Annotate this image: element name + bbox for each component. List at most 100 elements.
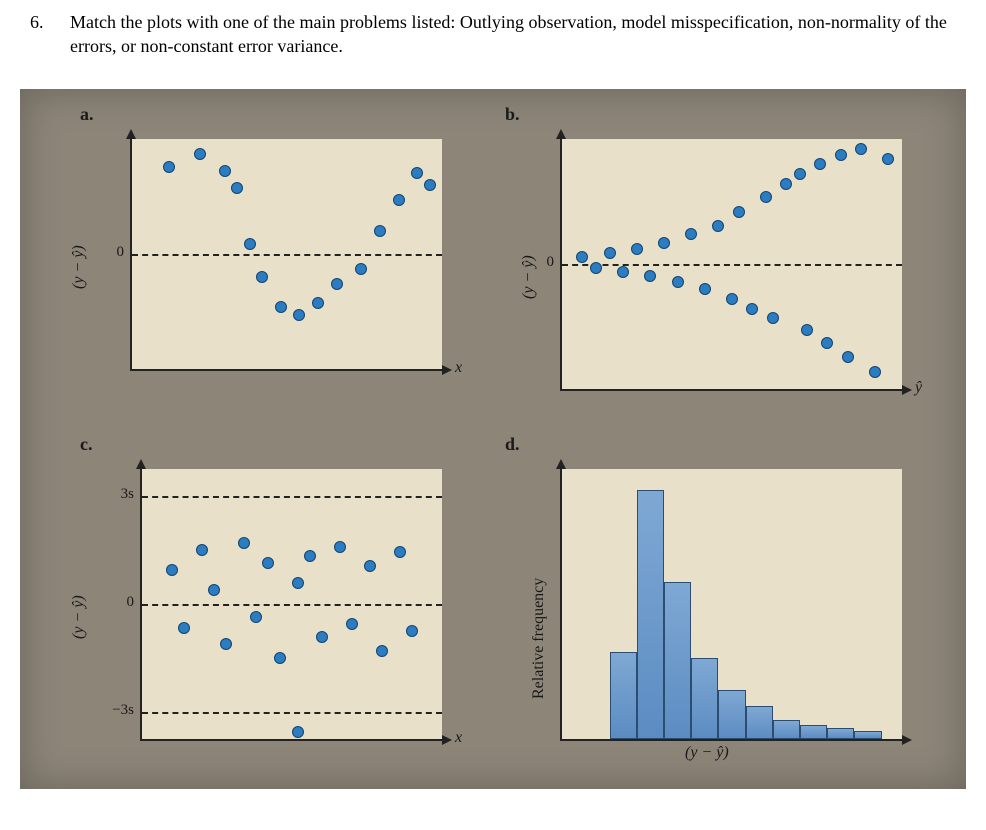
histogram-bar — [718, 690, 745, 739]
data-point — [644, 270, 656, 282]
data-point — [292, 726, 304, 738]
data-point — [304, 550, 316, 562]
reference-line — [142, 712, 442, 714]
data-point — [411, 167, 423, 179]
data-point — [274, 652, 286, 664]
panel-a-plot: 0 — [130, 139, 442, 371]
data-point — [376, 645, 388, 657]
data-point — [814, 158, 826, 170]
figure-area: a. (y − ŷ) 0 x b. (y − ŷ) 0 ŷ c. (y − ŷ)… — [20, 89, 966, 789]
data-point — [821, 337, 833, 349]
data-point — [604, 247, 616, 259]
ytick-label: 3s — [94, 486, 134, 503]
data-point — [244, 238, 256, 250]
panel-a: a. (y − ŷ) 0 x — [50, 99, 480, 409]
data-point — [733, 206, 745, 218]
data-point — [292, 577, 304, 589]
data-point — [746, 303, 758, 315]
data-point — [374, 225, 386, 237]
panel-c-ylabel: (y − ŷ) — [70, 595, 88, 639]
data-point — [250, 611, 262, 623]
panel-a-xlabel: x — [455, 359, 462, 377]
panel-c-xlabel: x — [455, 729, 462, 747]
question-text: Match the plots with one of the main pro… — [70, 10, 956, 59]
data-point — [855, 143, 867, 155]
data-point — [208, 584, 220, 596]
data-point — [346, 618, 358, 630]
ytick-label: 0 — [94, 594, 134, 611]
data-point — [685, 228, 697, 240]
data-point — [275, 301, 287, 313]
data-point — [869, 366, 881, 378]
ytick-label: 0 — [84, 244, 124, 261]
panel-d-plot — [560, 469, 902, 741]
data-point — [882, 153, 894, 165]
data-point — [334, 541, 346, 553]
data-point — [590, 262, 602, 274]
data-point — [262, 557, 274, 569]
data-point — [194, 148, 206, 160]
histogram-bar — [664, 582, 691, 739]
data-point — [316, 631, 328, 643]
histogram-bar — [800, 725, 827, 739]
histogram-bar — [854, 731, 881, 739]
data-point — [312, 297, 324, 309]
panel-c-plot: 3s0−3s — [140, 469, 442, 741]
data-point — [163, 161, 175, 173]
data-point — [219, 165, 231, 177]
reference-line — [142, 604, 442, 606]
data-point — [424, 179, 436, 191]
data-point — [220, 638, 232, 650]
data-point — [617, 266, 629, 278]
data-point — [393, 194, 405, 206]
data-point — [801, 324, 813, 336]
data-point — [658, 237, 670, 249]
data-point — [331, 278, 343, 290]
data-point — [166, 564, 178, 576]
histogram-bar — [691, 658, 718, 739]
question-row: 6. Match the plots with one of the main … — [0, 0, 986, 69]
data-point — [406, 625, 418, 637]
histogram-bar — [746, 706, 773, 738]
data-point — [780, 178, 792, 190]
data-point — [835, 149, 847, 161]
data-point — [760, 191, 772, 203]
histogram-bar — [637, 490, 664, 738]
data-point — [712, 220, 724, 232]
page-root: 6. Match the plots with one of the main … — [0, 0, 986, 830]
data-point — [196, 544, 208, 556]
data-point — [726, 293, 738, 305]
panel-d-ylabel: Relative frequency — [530, 577, 548, 698]
data-point — [178, 622, 190, 634]
data-point — [238, 537, 250, 549]
panel-b-label: b. — [505, 104, 520, 125]
data-point — [231, 182, 243, 194]
panel-c-label: c. — [80, 434, 93, 455]
ytick-label: −3s — [94, 702, 134, 719]
panel-b: b. (y − ŷ) 0 ŷ — [500, 99, 940, 409]
panel-b-plot: 0 — [560, 139, 902, 391]
ytick-label: 0 — [514, 254, 554, 271]
data-point — [672, 276, 684, 288]
panel-c: c. (y − ŷ) 3s0−3s x — [50, 429, 480, 769]
data-point — [394, 546, 406, 558]
reference-line — [132, 254, 442, 256]
histogram-bar — [827, 728, 854, 739]
data-point — [293, 309, 305, 321]
data-point — [576, 251, 588, 263]
panel-d-label: d. — [505, 434, 520, 455]
data-point — [256, 271, 268, 283]
data-point — [364, 560, 376, 572]
data-point — [355, 263, 367, 275]
reference-line — [562, 264, 902, 266]
data-point — [631, 243, 643, 255]
panel-a-label: a. — [80, 104, 94, 125]
panel-d-xlabel: (y − ŷ) — [685, 744, 729, 762]
data-point — [699, 283, 711, 295]
panel-b-xlabel: ŷ — [915, 379, 922, 397]
data-point — [767, 312, 779, 324]
data-point — [794, 168, 806, 180]
panel-d: d. Relative frequency (y − ŷ) — [500, 429, 940, 769]
histogram-bar — [610, 652, 637, 738]
question-number: 6. — [30, 10, 70, 59]
